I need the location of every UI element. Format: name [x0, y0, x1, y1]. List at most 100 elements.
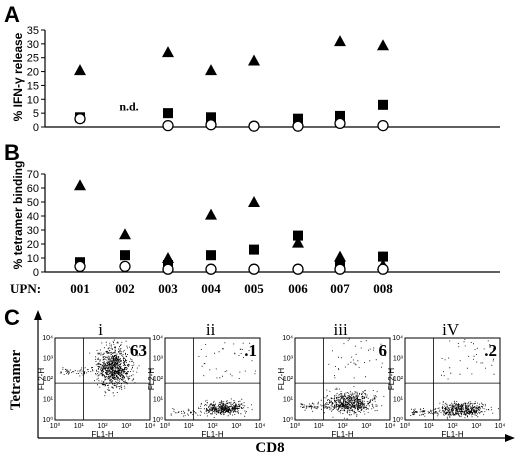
upn-category-label: 001: [70, 281, 90, 296]
y-tick-label: 0: [33, 267, 39, 279]
open-circle-marker: [292, 120, 304, 132]
triangle-marker: [205, 208, 217, 220]
triangle-marker: [205, 64, 217, 76]
y-tick-label: 20: [27, 239, 39, 251]
y-tick-label: 40: [27, 211, 39, 223]
y-tick-label: 70: [27, 169, 39, 181]
square-marker: [163, 108, 173, 119]
dot-plot-x-tick: 10⁴: [145, 423, 156, 430]
upn-category-label: 005: [244, 281, 264, 296]
y-tick-label: 10: [27, 94, 39, 106]
dot-plot-x-tick: 10⁰: [290, 422, 301, 430]
open-circle-marker: [334, 263, 346, 275]
open-circle-marker: [292, 263, 304, 275]
dot-plot-x-axis-name: FL1-H: [201, 430, 223, 439]
y-tick-label: 30: [27, 225, 39, 237]
panel-b: B % tetramer binding 0 10 20 30 40 50 60 70 UPN…: [4, 140, 500, 296]
dot-plot-label: ii: [206, 320, 216, 339]
dot-plot-y-axis-name: FL2-H: [37, 368, 46, 390]
dot-plot-x-tick: 10¹: [184, 423, 195, 430]
dot-plot-y-tick: 10⁰: [152, 416, 163, 424]
dot-plot-x-tick: 10⁰: [160, 422, 171, 430]
square-marker: [378, 251, 388, 262]
dot-plot-x-tick: 10⁰: [50, 422, 61, 430]
triangle-marker: [74, 179, 86, 191]
dot-plot-y-tick: 10⁰: [42, 416, 53, 424]
dot-plot-x-tick: 10³: [231, 423, 242, 430]
triangle-marker: [334, 35, 346, 47]
event-dots: [410, 400, 499, 420]
open-circle-marker: [377, 263, 389, 275]
panel-c-letter: C: [4, 305, 20, 330]
y-tick-label: 15: [27, 80, 39, 92]
dot-plot-y-tick: 10⁴: [42, 335, 53, 342]
square-marker: [249, 244, 259, 255]
dot-plot-x-tick: 10⁴: [495, 423, 506, 430]
open-circle-marker: [74, 113, 86, 125]
dot-plot-y-axis-name: FL2-H: [147, 368, 156, 390]
triangle-marker: [74, 64, 86, 76]
y-tick-label: 60: [27, 183, 39, 195]
dot-plot-y-tick: 10⁴: [392, 335, 403, 342]
open-circle-marker: [205, 263, 217, 275]
dot-plot-x-axis-name: FL1-H: [441, 430, 463, 439]
square-marker: [206, 250, 216, 261]
open-circle-marker: [119, 260, 131, 273]
y-tick-label: 30: [27, 39, 39, 51]
panel-a-letter: A: [4, 2, 20, 27]
triangle-marker: [248, 196, 260, 207]
dot-plot-y-tick: 10⁴: [282, 335, 293, 342]
triangle-marker: [119, 228, 131, 240]
open-circle-marker: [334, 117, 346, 130]
dot-plot-x-tick: 10⁴: [255, 423, 266, 430]
panel-c-y-arrow-head: [34, 310, 42, 320]
upn-label: UPN:: [10, 281, 41, 296]
y-tick-label: 10: [27, 253, 39, 265]
dot-plot-x-tick: 10¹: [74, 423, 85, 430]
square-marker: [378, 99, 388, 110]
dot-plot-frame: [294, 337, 391, 421]
dot-plot-x-tick: 10¹: [314, 423, 325, 430]
y-tick-label: 50: [27, 197, 39, 209]
open-circle-marker: [74, 260, 86, 273]
dot-plot-x-tick: 10³: [471, 423, 482, 430]
panel-c-x-arrow-head: [505, 434, 515, 442]
panel-a-y-label: % IFN-γ release: [11, 32, 25, 121]
dot-plot-x-tick: 10²: [97, 423, 108, 430]
square-marker: [293, 113, 303, 124]
y-tick-label: 5: [33, 108, 39, 120]
annotation-label: n.d.: [119, 99, 138, 113]
panel-c-y-label: Tetramer: [8, 350, 24, 411]
dot-plot-y-axis-name: FL2-H: [277, 368, 286, 390]
dot-plot-y-tick: 10²: [153, 376, 164, 383]
y-tick-label: 0: [33, 122, 39, 134]
event-dots: [170, 398, 253, 418]
square-marker: [206, 112, 216, 123]
dot-plot-label: iV: [442, 320, 460, 339]
dot-plot-y-axis-name: FL2-H: [387, 368, 396, 390]
dot-plot-x-tick: 10³: [361, 423, 372, 430]
triangle-marker: [292, 236, 304, 248]
dot-plot-y-tick: 10¹: [393, 397, 404, 404]
dot-plot-y-tick: 10³: [283, 356, 294, 363]
upn-category-label: 006: [288, 281, 308, 296]
upn-category-label: 002: [115, 281, 135, 296]
dot-plot-x-tick: 10¹: [424, 423, 435, 430]
panel-b-y-label: % tetramer binding: [11, 161, 25, 270]
upn-category-label: 004: [201, 281, 221, 296]
open-circle-marker: [205, 119, 217, 131]
y-tick-label: 20: [27, 67, 39, 79]
upn-category-label: 008: [373, 281, 393, 296]
triangle-marker: [162, 46, 174, 58]
dot-plot-x-axis-name: FL1-H: [331, 430, 353, 439]
y-tick-label: 25: [27, 53, 39, 65]
upn-category-label: 007: [330, 281, 350, 296]
dot-plot-y-tick: 10¹: [153, 397, 164, 404]
open-circle-marker: [248, 263, 260, 275]
dot-plot-percentage: 63: [130, 341, 147, 360]
open-circle-marker: [248, 120, 260, 132]
square-marker: [293, 230, 303, 241]
